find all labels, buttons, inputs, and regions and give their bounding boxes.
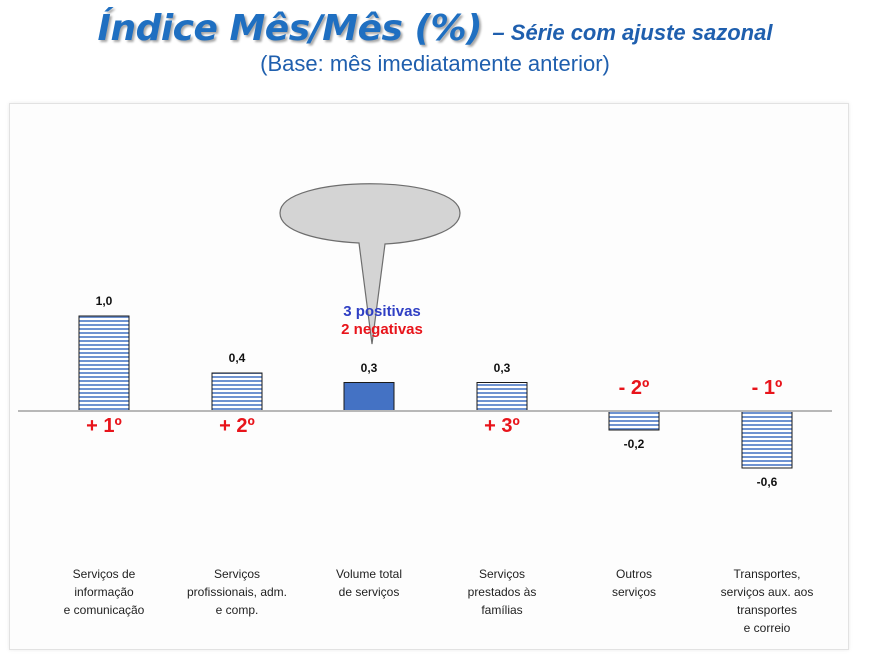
value-label-2: 0,3 [360, 360, 378, 375]
bar-5 [741, 410, 793, 469]
bar-2 [343, 382, 395, 412]
category-label-3: Serviços prestados às famílias [467, 567, 537, 617]
chart-subtitle: (Base: mês imediatamente anterior) [260, 51, 610, 76]
callout-positives: 3 positivas [343, 303, 421, 320]
category-label-2: Volume total de serviços [335, 567, 403, 599]
callout-text: 3 positivas 2 negativas [297, 303, 467, 339]
header: Índice Mês/Mês (%) – Série com ajuste sa… [0, 8, 870, 77]
bar-4 [608, 410, 660, 431]
category-label-0: Serviços de informação e comunicação [63, 567, 145, 617]
category-label-1: Serviços profissionais, adm. e comp. [186, 567, 288, 617]
category-label-5: Transportes, serviços aux. aos transport… [720, 567, 814, 635]
rank-label-3: + 3º [484, 415, 520, 437]
bar-1 [211, 372, 263, 412]
rank-label-4: - 2º [618, 377, 650, 399]
value-label-4: -0,2 [623, 437, 645, 451]
chart-title: Índice Mês/Mês (%) [97, 8, 483, 49]
rank-label-5: - 1º [751, 377, 783, 399]
category-label-4: Outros serviços [611, 567, 656, 599]
bar-3 [476, 382, 528, 412]
value-label-1: 0,4 [228, 351, 246, 365]
rank-label-0: + 1º [86, 415, 122, 437]
chart-title-sub: – Série com ajuste sazonal [492, 20, 773, 45]
title-line: Índice Mês/Mês (%) – Série com ajuste sa… [0, 8, 870, 49]
callout-negatives: 2 negativas [341, 321, 423, 338]
chart-svg [18, 183, 832, 469]
value-label-3: 0,3 [493, 360, 511, 375]
value-label-5: -0,6 [756, 475, 778, 489]
plot-area: 3 positivas 2 negativas 1,0 + 1º Serviços … [9, 103, 849, 650]
value-label-0: 1,0 [95, 294, 113, 308]
callout-bubble [279, 183, 461, 345]
bar-0 [78, 315, 130, 412]
rank-label-1: + 2º [219, 415, 255, 437]
